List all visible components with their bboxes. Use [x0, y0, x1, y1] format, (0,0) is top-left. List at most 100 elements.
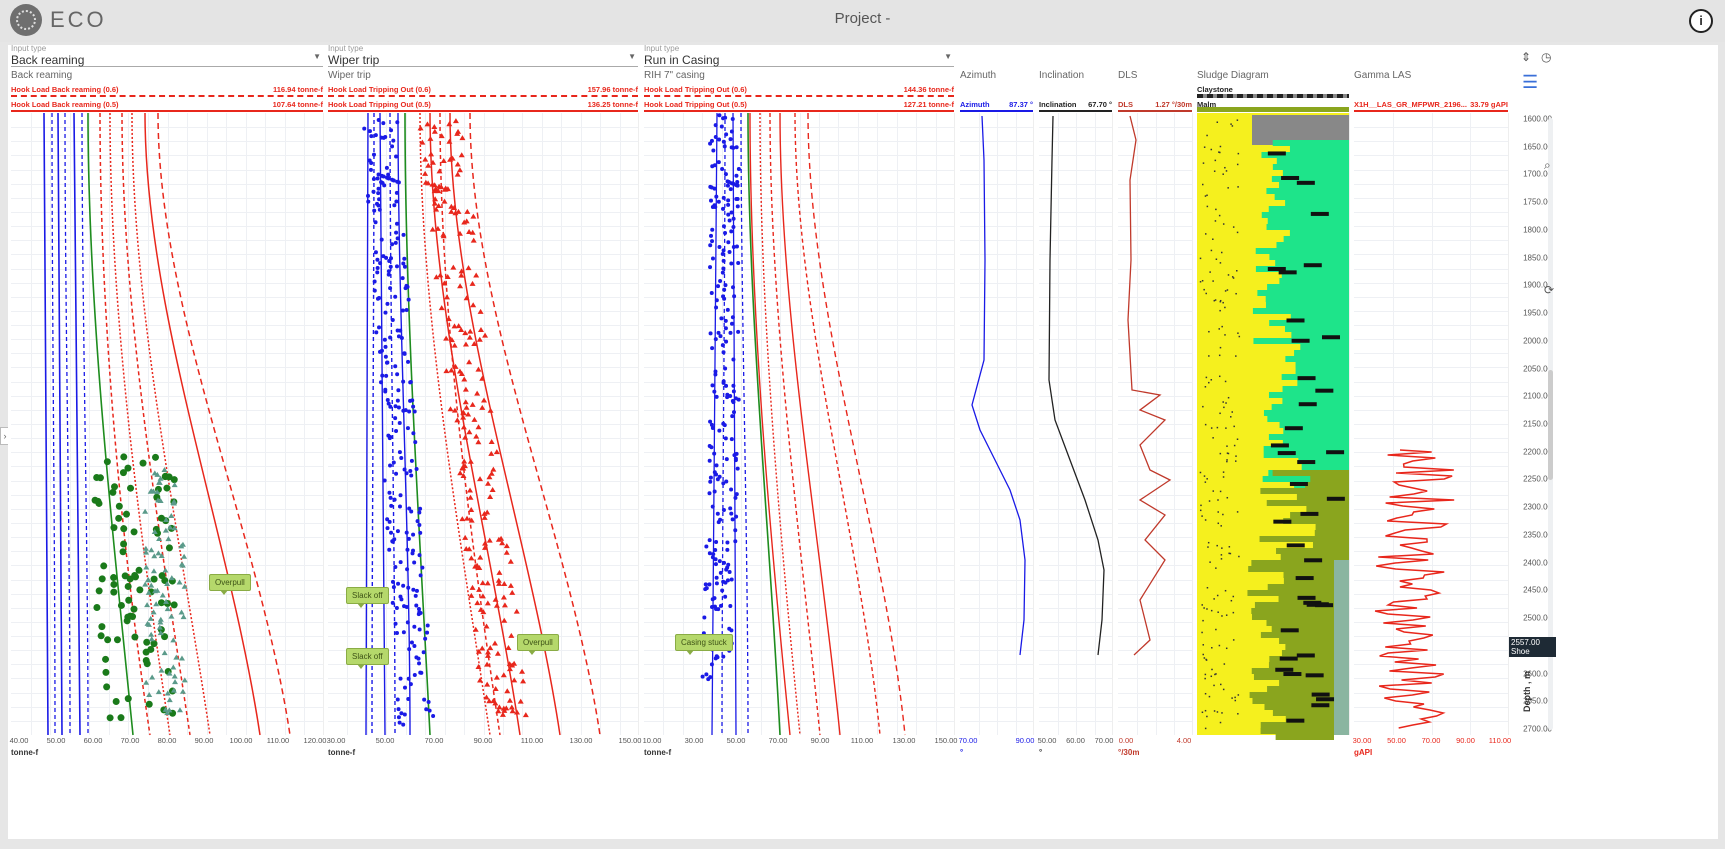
grid-line: [960, 310, 1033, 312]
expand-icon[interactable]: ⇕: [1521, 50, 1532, 64]
grid-line: [644, 310, 954, 312]
x-axis-gamma: 30.00 50.00 70.00 90.00 110.00: [1353, 736, 1512, 748]
grid-line: [1039, 141, 1112, 143]
grid-line: [328, 226, 638, 228]
sludge-top-label: Claystone: [1197, 85, 1349, 94]
plot-wiper-trip[interactable]: [328, 113, 639, 735]
grid-line: [960, 537, 1033, 539]
grid-line: [11, 720, 323, 722]
grid-line: [644, 339, 954, 341]
grid-line: [1118, 339, 1192, 341]
input-type-value: Back reaming: [11, 53, 85, 67]
depth-tick-label: 1600.00: [1523, 114, 1552, 124]
grid-line: [1118, 141, 1192, 143]
grid-line: [11, 551, 323, 553]
info-icon[interactable]: i: [1689, 9, 1713, 33]
grid-line: [960, 593, 1033, 595]
list-icon[interactable]: ☰: [1522, 72, 1539, 92]
x-tick-label: 40.00: [9, 736, 29, 745]
grid-line: [328, 268, 638, 270]
legend-entry-gamma: X1H__LAS_GR_MFPWR_2196... 33.79 gAPI: [1354, 100, 1508, 109]
grid-line: [1118, 325, 1192, 327]
grid-line: [11, 438, 323, 440]
track-title-wiper-trip: Wiper trip: [328, 70, 371, 81]
plot-dls[interactable]: [1118, 113, 1193, 735]
grid-line: [1118, 466, 1192, 468]
x-tick-label: 110.00: [520, 736, 544, 745]
legend-line-dashed: [328, 95, 638, 97]
legend-entry: Hook Load Back reaming (0.5) 107.64 tonn…: [11, 100, 323, 109]
shoe-marker[interactable]: 2557.00 Shoe: [1509, 637, 1556, 657]
depth-tick-label: 2650.00: [1523, 696, 1552, 706]
unit-label: °/30m: [1118, 748, 1140, 757]
grid-line: [960, 395, 1033, 397]
grid-line: [11, 127, 323, 129]
track-title-back-reaming: Back reaming: [11, 70, 73, 81]
plot-back-reaming[interactable]: [11, 113, 324, 735]
grid-line: [1118, 169, 1192, 171]
track-title-dls: DLS: [1118, 70, 1138, 81]
grid-line: [1354, 720, 1508, 722]
legend-value: 87.37 °: [1009, 100, 1033, 109]
grid-line: [1118, 155, 1192, 157]
grid-line: [1039, 480, 1112, 482]
grid-line: [644, 565, 954, 567]
grid-line: [11, 381, 323, 383]
grid-line: [1354, 183, 1508, 185]
grid-line: [1118, 706, 1192, 708]
grid-line: [960, 155, 1033, 157]
x-tick-label: 0.00: [1118, 736, 1134, 745]
x-axis-azimuth: 70.00 90.00: [959, 736, 1035, 748]
grid-line: [11, 155, 323, 157]
grid-line: [1354, 508, 1508, 510]
grid-line: [644, 325, 954, 327]
grid-line: [328, 494, 638, 496]
plot-gamma[interactable]: [1354, 113, 1509, 735]
grid-line: [960, 141, 1033, 143]
legend-line-dashed: [11, 95, 323, 97]
grid-line: [960, 650, 1033, 652]
history-icon[interactable]: ◷: [1541, 50, 1552, 64]
unit-label: °: [960, 748, 964, 757]
grid-line: [644, 282, 954, 284]
plot-azimuth[interactable]: [960, 113, 1034, 735]
input-type-select-run-in-casing[interactable]: Input type Run in Casing ▼: [644, 44, 954, 67]
legend-line: [1118, 110, 1192, 112]
legend-line-solid: [328, 110, 638, 112]
grid-line: [328, 367, 638, 369]
refresh-icon[interactable]: ⟳: [1544, 283, 1555, 297]
x-tick-label: 90.00: [810, 736, 830, 745]
grid-line: [960, 325, 1033, 327]
input-type-select-back-reaming[interactable]: Input type Back reaming ▼: [11, 44, 323, 67]
grid-line: [328, 452, 638, 454]
depth-scroll-thumb[interactable]: [1548, 370, 1553, 480]
grid-line: [1118, 183, 1192, 185]
grid-line: [1118, 720, 1192, 722]
grid-line: [644, 240, 954, 242]
legend-entry-azimuth: Azimuth 87.37 °: [960, 100, 1033, 109]
grid-line: [1354, 254, 1508, 256]
grid-line: [1354, 211, 1508, 213]
search-icon[interactable]: ⌕: [1544, 158, 1551, 172]
legend-label: Hook Load Tripping Out (0.5): [644, 100, 747, 109]
grid-line: [1118, 537, 1192, 539]
x-tick-label: 70.00: [1094, 736, 1114, 745]
grid-line: [960, 579, 1033, 581]
grid-line: [644, 395, 954, 397]
grid-line: [1039, 197, 1112, 199]
plot-sludge-diagram[interactable]: [1197, 113, 1350, 735]
legend-value: 1.27 °/30m: [1155, 100, 1192, 109]
input-type-value: Wiper trip: [328, 53, 380, 67]
grid-line: [328, 565, 638, 567]
grid-line: [328, 692, 638, 694]
input-type-select-wiper-trip[interactable]: Input type Wiper trip ▼: [328, 44, 638, 67]
grid-line: [1039, 621, 1112, 623]
grid-line: [960, 424, 1033, 425]
grid-line: [1118, 310, 1192, 312]
grid-line: [960, 254, 1033, 256]
grid-line: [1118, 579, 1192, 581]
grid-line: [644, 692, 954, 694]
grid-line: [644, 480, 954, 482]
grid-line: [1039, 183, 1112, 185]
plot-inclination[interactable]: [1039, 113, 1113, 735]
